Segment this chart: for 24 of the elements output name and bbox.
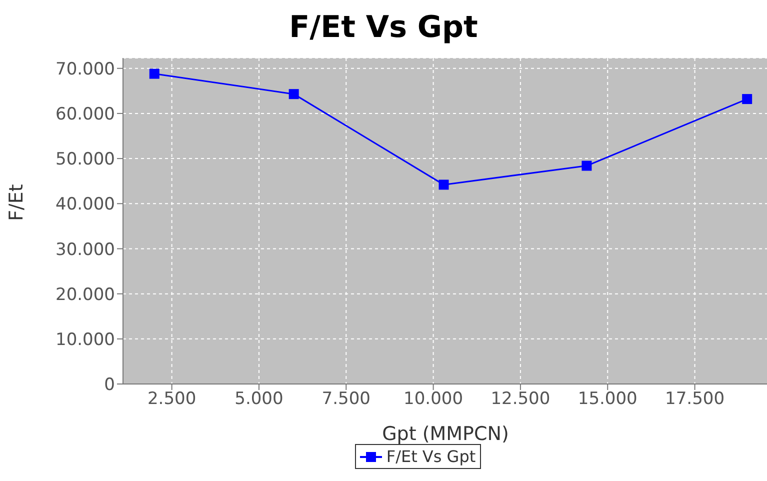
- x-axis-title: Gpt (MMPCN): [382, 423, 509, 445]
- x-tick-label: 2.500: [147, 389, 196, 410]
- y-tick-label: 60.000: [56, 104, 115, 124]
- point: [582, 160, 592, 171]
- x-tick-label: 7.500: [322, 389, 370, 410]
- y-tick-label: 10.000: [56, 330, 115, 350]
- y-tick-label: 50.000: [56, 150, 115, 170]
- legend-label: F/Et Vs Gpt: [355, 444, 481, 469]
- y-tick-label: 0: [104, 375, 115, 396]
- x-tick-label: 17.500: [665, 389, 725, 410]
- x-tick-label: 5.000: [234, 389, 284, 410]
- x-tick-label: 15.000: [578, 389, 638, 410]
- chart-title: F/Et Vs Gpt: [288, 9, 479, 47]
- y-tick-label: 30.000: [56, 240, 115, 260]
- y-tick-label: 20.000: [56, 284, 115, 305]
- y-axis-title: F/Et: [6, 184, 28, 221]
- y-tick-label: 40.000: [56, 194, 115, 215]
- x-tick-label: 12.500: [490, 389, 550, 410]
- y-tick-label: 70.000: [56, 59, 115, 80]
- point: [288, 89, 299, 100]
- x-tick-label: 10.000: [404, 389, 464, 410]
- point: [438, 180, 449, 190]
- point: [742, 94, 752, 104]
- point: [149, 68, 160, 79]
